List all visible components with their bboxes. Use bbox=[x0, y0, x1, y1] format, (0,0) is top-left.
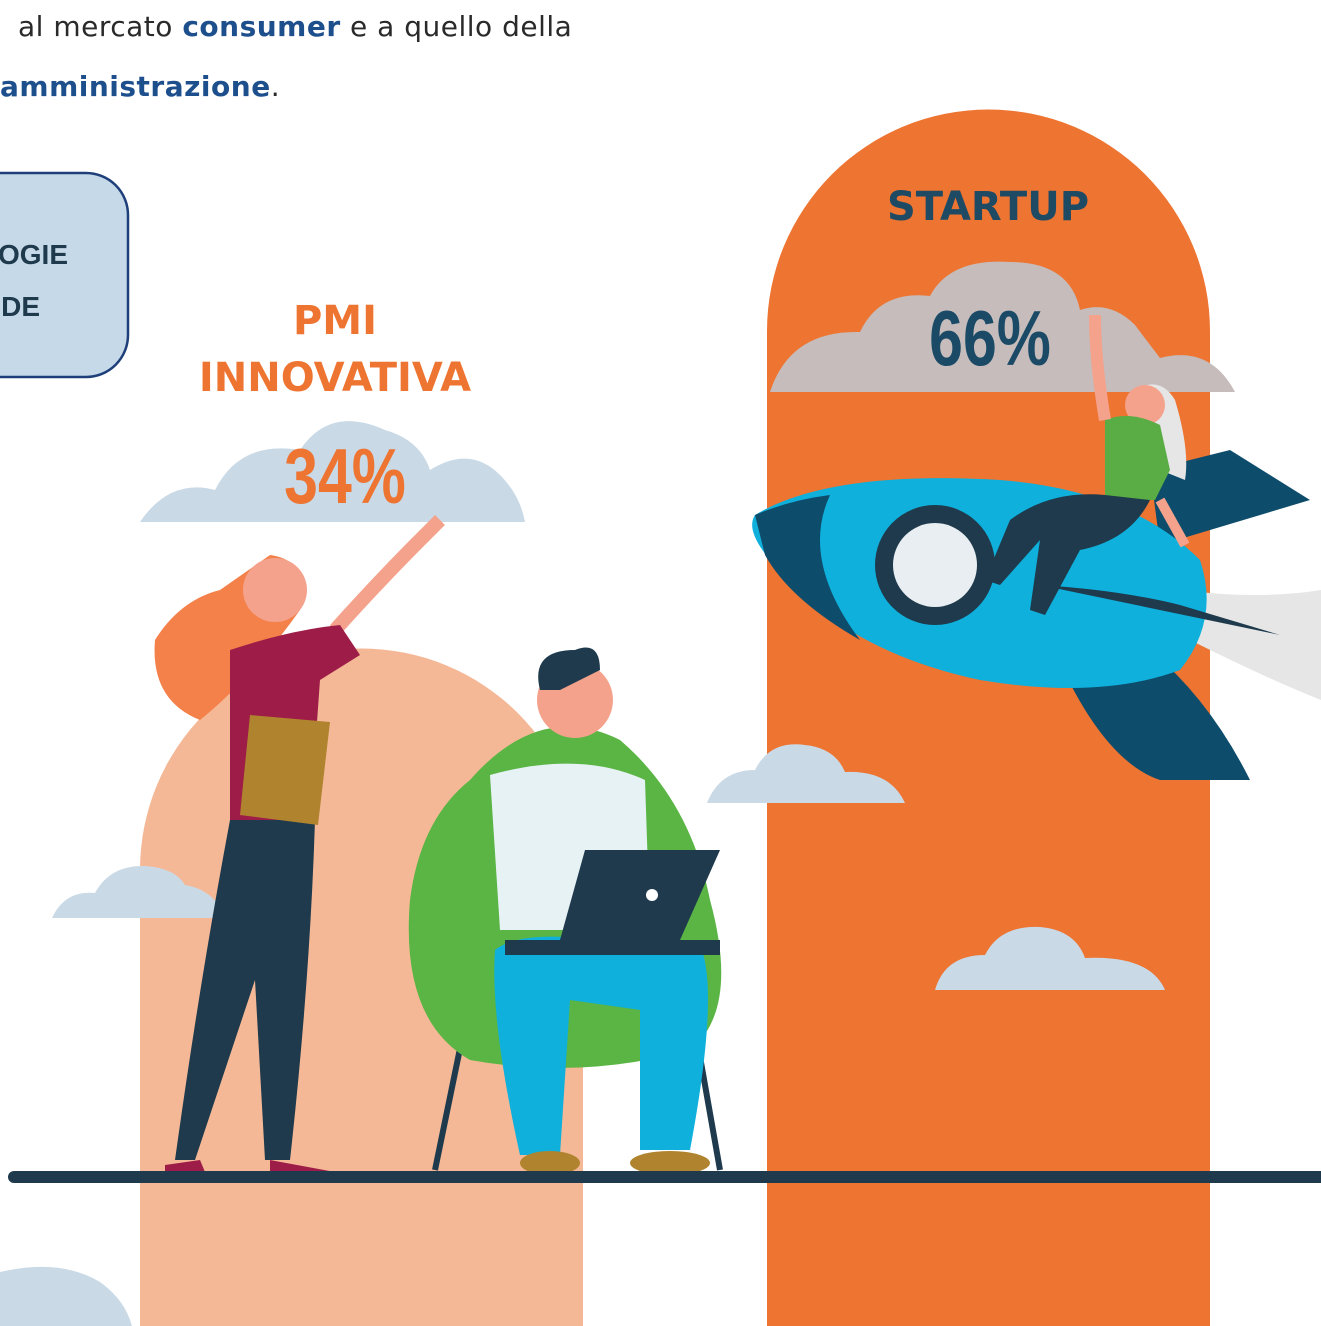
man-in-chair bbox=[408, 647, 723, 1175]
box-line: NDE bbox=[0, 291, 40, 322]
column-value: 66% bbox=[929, 295, 1051, 382]
cloud bbox=[707, 744, 905, 803]
cloud bbox=[52, 865, 225, 918]
cloud-pmi bbox=[140, 421, 525, 522]
woman-on-rocket bbox=[985, 314, 1190, 615]
column-label: STARTUP bbox=[887, 184, 1089, 230]
box-line: LOGIE bbox=[0, 239, 68, 270]
column-label: PMI bbox=[293, 298, 377, 344]
info-box bbox=[0, 171, 130, 379]
intro-line-1: al mercato consumer e a quello della bbox=[18, 10, 572, 43]
column-label: INNOVATIVA bbox=[199, 355, 471, 401]
intro-text: . bbox=[271, 70, 280, 103]
column-value: 34% bbox=[284, 433, 406, 520]
intro-text: al mercato bbox=[18, 10, 182, 43]
intro-strong: amministrazione bbox=[0, 70, 271, 103]
cloud bbox=[935, 926, 1165, 990]
standing-woman bbox=[154, 515, 445, 1172]
cloud bbox=[0, 1266, 132, 1326]
intro-text: e a quello della bbox=[341, 10, 573, 43]
cloud-startup bbox=[770, 261, 1235, 392]
intro-line-2: amministrazione. bbox=[0, 70, 280, 103]
intro-strong: consumer bbox=[182, 10, 340, 43]
